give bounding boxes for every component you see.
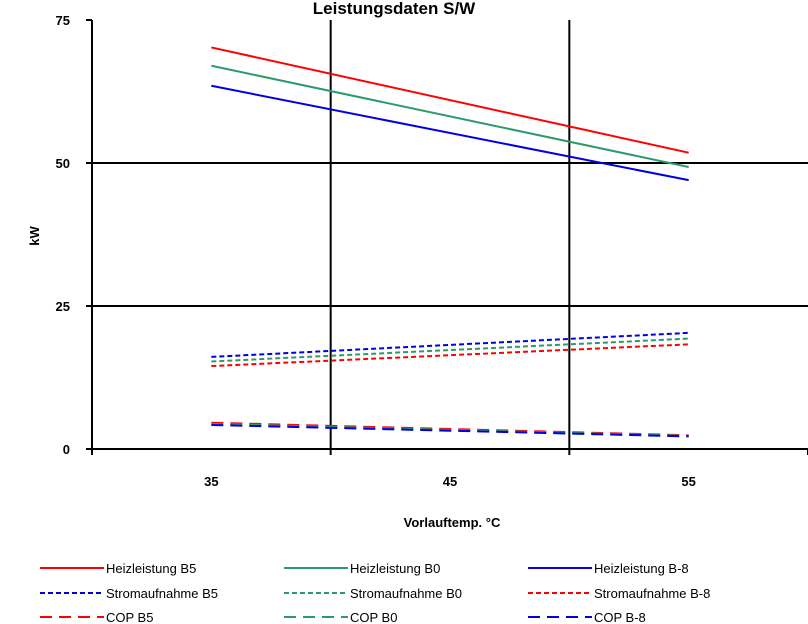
- x-tick-label: 55: [681, 474, 695, 489]
- y-axis-label: kW: [27, 226, 42, 246]
- series-line: [211, 84, 689, 182]
- x-axis-label: Vorlauftemp. °C: [404, 515, 501, 530]
- legend-label: COP B0: [350, 610, 397, 624]
- y-tick-label: 75: [56, 13, 70, 28]
- gridlines: [92, 20, 808, 449]
- series-line: [211, 337, 689, 363]
- y-tick-label: 0: [63, 442, 70, 457]
- legend-label: Heizleistung B-8: [594, 561, 689, 576]
- y-axis-ticks: 0 25 50 75: [56, 13, 92, 457]
- legend: Heizleistung B5 Heizleistung B0 Heizleistu…: [40, 561, 710, 624]
- legend-label: Heizleistung B5: [106, 561, 196, 576]
- data-series: [211, 46, 689, 438]
- y-tick-label: 25: [56, 299, 70, 314]
- axes: [91, 20, 808, 450]
- series-line: [211, 46, 689, 154]
- y-tick-label: 50: [56, 156, 70, 171]
- legend-label: Heizleistung B0: [350, 561, 440, 576]
- chart-title: Leistungsdaten S/W: [313, 0, 476, 18]
- legend-label: Stromaufnahme B5: [106, 586, 218, 601]
- legend-label: Stromaufnahme B0: [350, 586, 462, 601]
- series-line: [211, 423, 689, 438]
- series-line: [211, 343, 689, 368]
- legend-label: Stromaufnahme B-8: [594, 586, 710, 601]
- series-line: [211, 64, 689, 168]
- legend-label: COP B5: [106, 610, 153, 624]
- x-tick-label: 45: [443, 474, 457, 489]
- x-tick-label: 35: [204, 474, 218, 489]
- series-line: [211, 331, 689, 358]
- x-axis-ticks: 35 45 55: [91, 449, 808, 489]
- legend-label: COP B-8: [594, 610, 646, 624]
